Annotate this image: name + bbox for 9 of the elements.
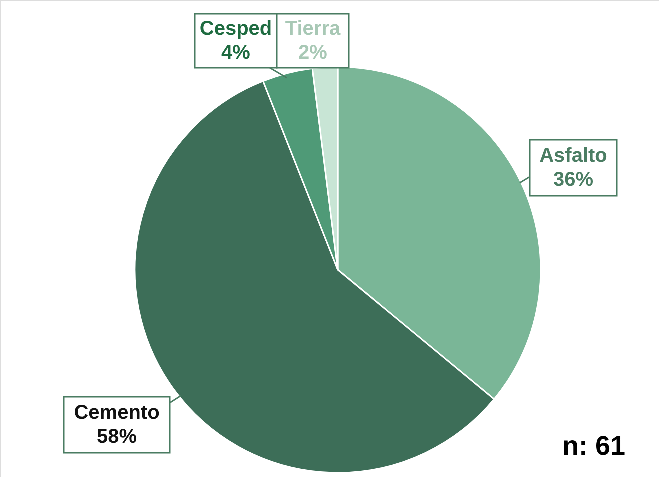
slice-label: Cesped <box>200 18 272 40</box>
data-label: 2% <box>298 42 328 64</box>
data-label: 36% <box>553 169 594 191</box>
data-label: 4% <box>222 42 251 64</box>
slice-label: Asfalto <box>540 145 608 167</box>
text: n: 61 <box>562 431 626 461</box>
slice-label: Tierra <box>285 18 342 40</box>
data-label: 58% <box>96 426 138 448</box>
slice-label: Cemento <box>74 402 160 424</box>
